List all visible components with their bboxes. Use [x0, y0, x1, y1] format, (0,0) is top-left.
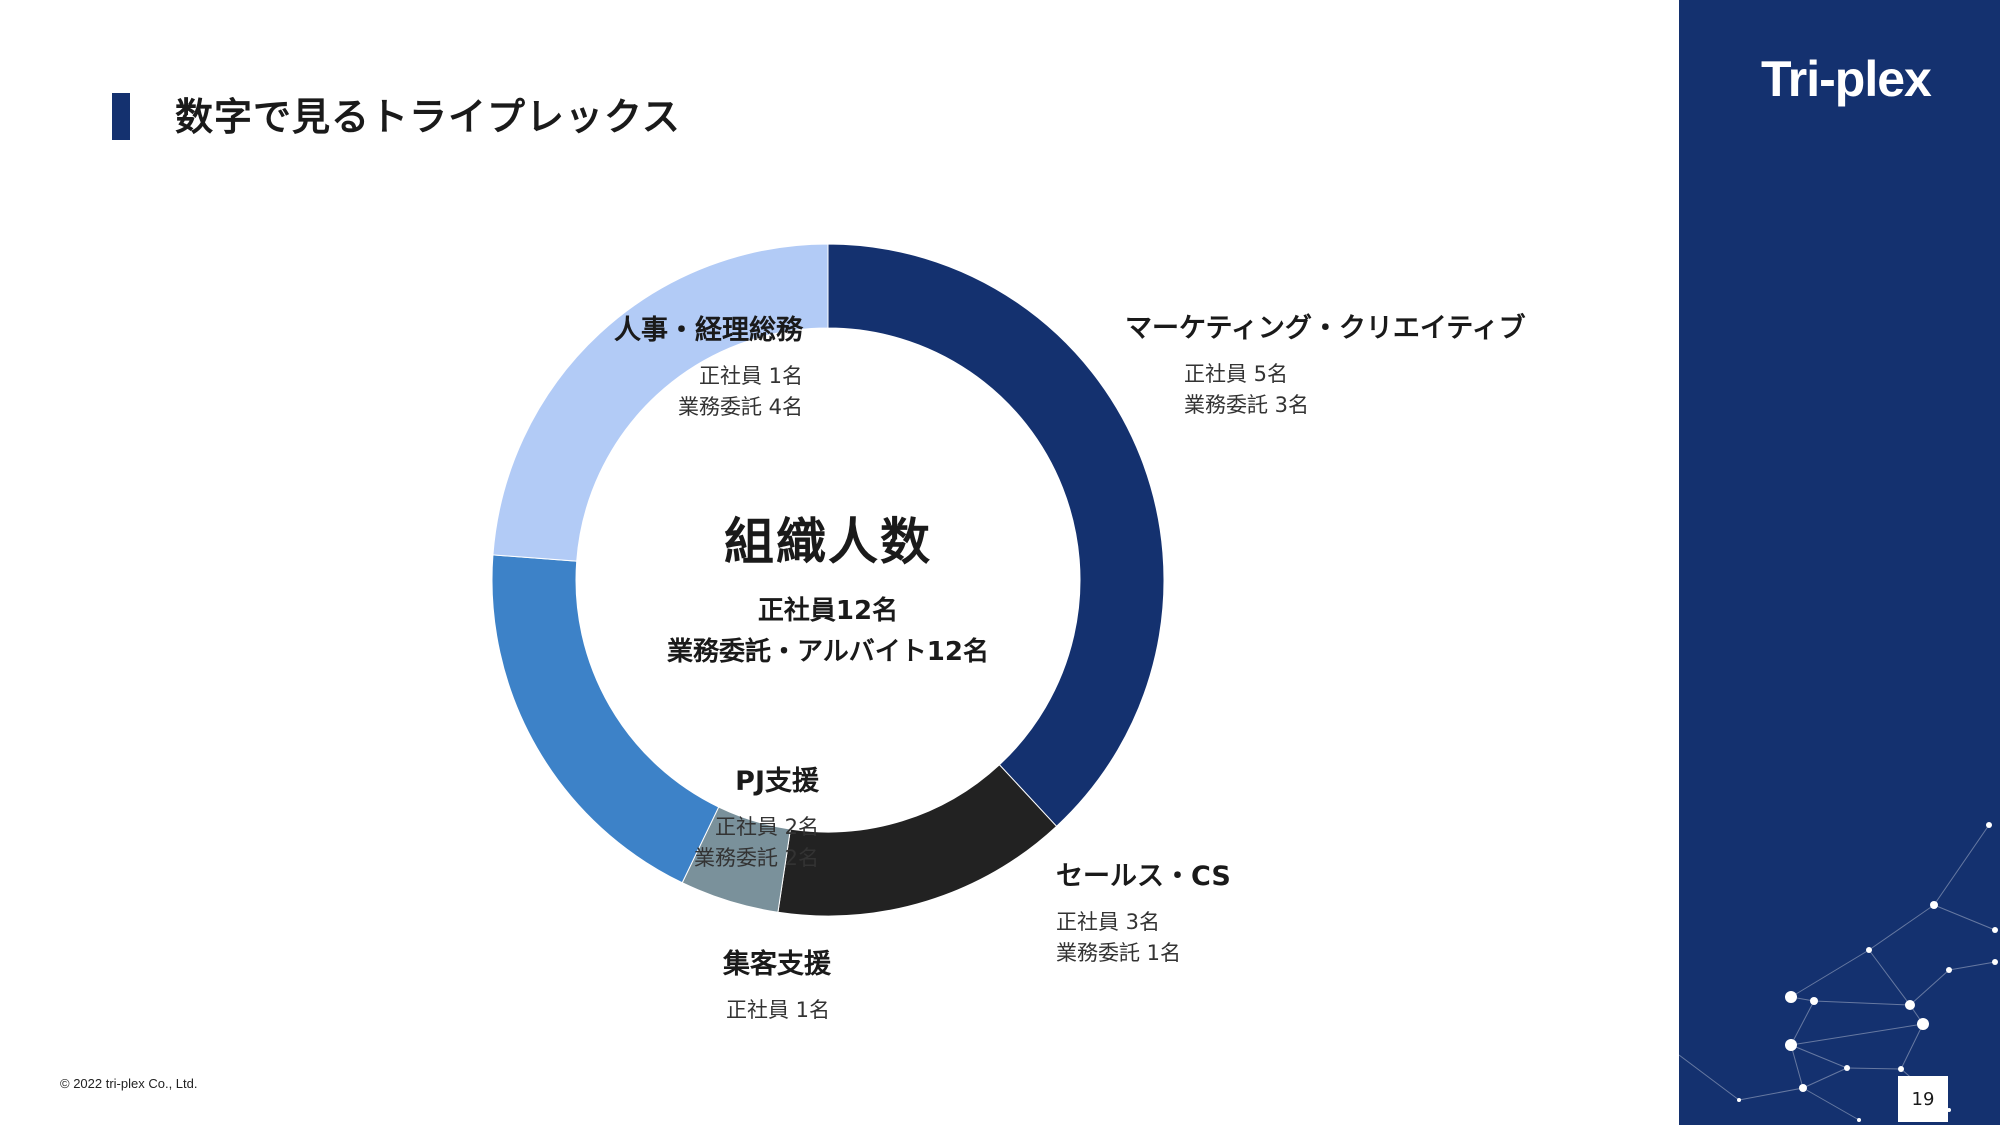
segment-label-acquisition: 集客支援 正社員 1名	[723, 942, 831, 1026]
company-logo: Tri-plex	[1761, 51, 1932, 107]
copyright-notice: © 2022 tri-plex Co., Ltd.	[60, 1076, 198, 1091]
organization-donut-chart	[491, 243, 1165, 917]
chart-center-contract: 業務委託・アルバイト12名	[667, 637, 989, 667]
donut-segment-0	[827, 243, 1165, 828]
segment-detail: 正社員 5名	[1184, 362, 1289, 386]
segment-name: 人事・経理総務	[614, 315, 803, 346]
segment-detail: 業務委託 2名	[693, 846, 819, 870]
segment-detail: 正社員 1名	[698, 364, 803, 388]
chart-center-fulltime: 正社員12名	[757, 596, 899, 626]
network-graphic-icon	[1679, 822, 1998, 1122]
segment-label-sales: セールス・CS 正社員 3名 業務委託 1名	[1056, 854, 1231, 969]
page-title: 数字で見るトライプレックス	[175, 95, 681, 139]
segment-name: セールス・CS	[1056, 861, 1231, 892]
segment-name: マーケティング・クリエイティブ	[1125, 313, 1526, 344]
segment-name: 集客支援	[723, 949, 831, 980]
brand-sidebar: Tri-plex	[1679, 0, 2000, 1125]
segment-name: PJ支援	[735, 766, 819, 797]
segment-label-hr-admin: 人事・経理総務 正社員 1名 業務委託 4名	[614, 308, 803, 423]
segment-detail: 業務委託 1名	[1056, 941, 1182, 965]
segment-label-pj-support: PJ支援 正社員 2名 業務委託 2名	[694, 759, 819, 874]
segment-detail: 正社員 2名	[714, 815, 819, 839]
segment-detail: 正社員 1名	[726, 998, 831, 1022]
segment-detail: 業務委託 3名	[1184, 393, 1310, 417]
page-number: 19	[1898, 1076, 1948, 1122]
title-accent-bar	[112, 93, 130, 140]
donut-segment-1	[777, 764, 1058, 917]
donut-segment-4	[492, 243, 829, 562]
chart-center-title: 組織人数	[724, 513, 932, 571]
segment-detail: 正社員 3名	[1056, 910, 1161, 934]
segment-detail: 業務委託 4名	[677, 395, 803, 419]
segment-label-marketing: マーケティング・クリエイティブ 正社員 5名 業務委託 3名	[1125, 306, 1526, 421]
